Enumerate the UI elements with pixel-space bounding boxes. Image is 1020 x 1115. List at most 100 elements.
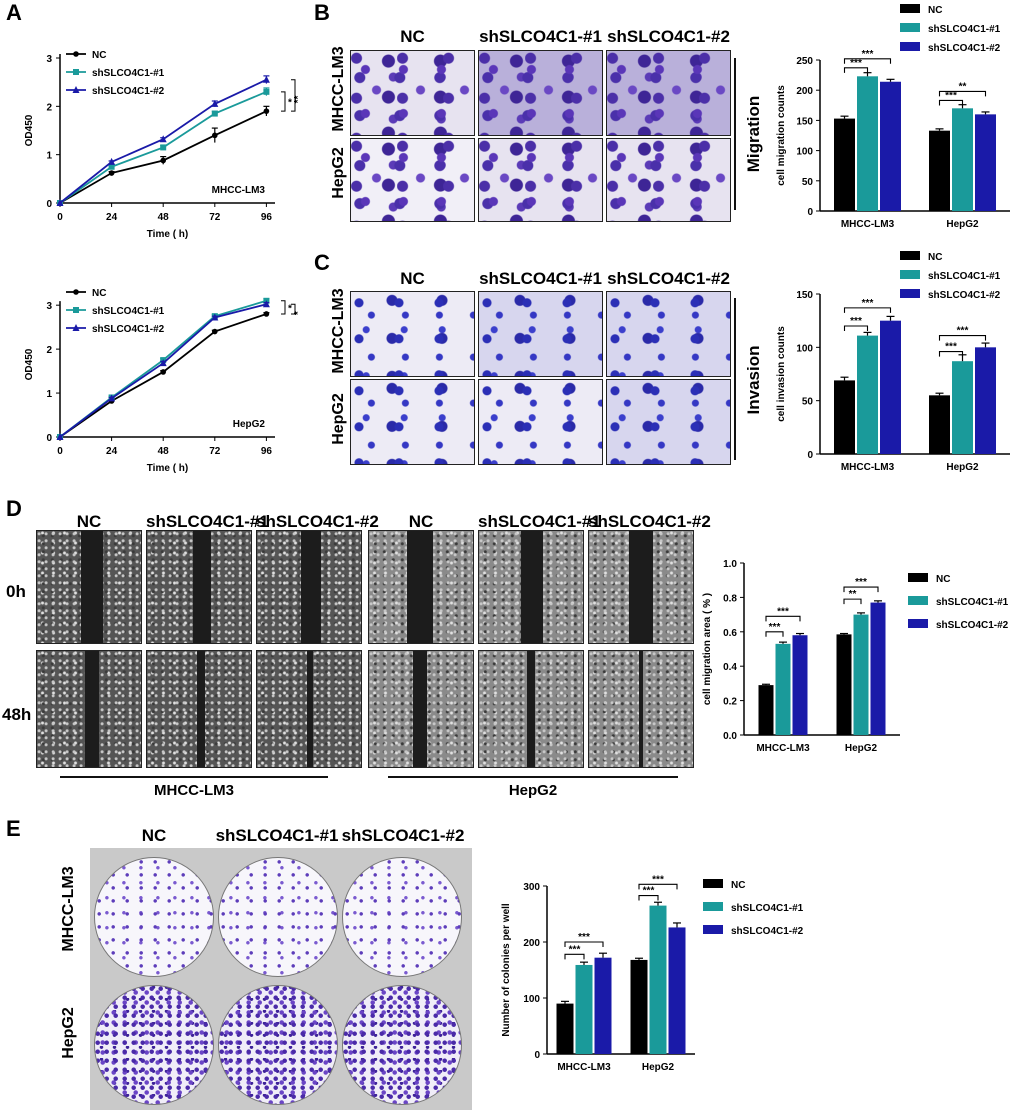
wound-lm3-nc-0h [36, 530, 142, 644]
y-axis-title: OD450 [24, 348, 35, 380]
legend-swatch [703, 902, 723, 911]
e-col-header-sh1: shSLCO4C1-#1 [215, 826, 339, 845]
migration-image-hepg2-nc [350, 138, 475, 222]
legend-label: shSLCO4C1-#2 [936, 620, 1009, 631]
y-axis-title: cell migration counts [776, 85, 787, 186]
x-tick-label: 48 [158, 446, 170, 457]
panel-label-d: D [6, 496, 22, 521]
data-point [160, 157, 166, 164]
sig-bracket [765, 631, 784, 637]
d-col-header-sh1-hepg2: shSLCO4C1-#1 [478, 512, 601, 531]
legend-label: shSLCO4C1-#1 [928, 24, 1001, 35]
sig-bracket [638, 894, 659, 901]
invasion-counts-chart: 0 50 100 150 cell invasion counts MHCC-LM3 Hep… [776, 251, 1010, 473]
x-tick-label: 0 [57, 446, 63, 457]
legend-label: shSLCO4C1-#1 [936, 597, 1009, 608]
legend-swatch [703, 879, 723, 888]
legend-swatch [900, 270, 920, 279]
y-tick-label: 0.8 [723, 593, 737, 604]
invasion-image-lm3-sh1 [478, 291, 603, 377]
data-point [56, 199, 64, 206]
sig-label: ** [293, 95, 304, 103]
data-point [263, 311, 270, 317]
sig-bracket [281, 300, 286, 315]
panel-label-a: A [6, 0, 22, 25]
sig-label: *** [862, 298, 874, 309]
sig-bracket [843, 58, 892, 64]
sig-label: *** [578, 932, 590, 943]
sig-bracket [938, 335, 987, 341]
migration-image-hepg2-sh1 [478, 138, 603, 222]
legend-label: shSLCO4C1-#2 [731, 926, 804, 937]
series-line-1 [59, 299, 267, 438]
invasion-side-label: Invasion [744, 345, 763, 415]
sig-label: ** [849, 589, 857, 600]
sig-label: * [288, 98, 292, 109]
row-label-hepg2-invasion: HepG2 [330, 393, 347, 445]
legend-marker [72, 86, 80, 93]
y-axis-title: OD450 [24, 114, 35, 146]
bar-0-2 [880, 320, 901, 454]
sig-label: *** [777, 606, 789, 617]
colony-dish-lm3-sh1 [218, 857, 338, 977]
data-point [160, 369, 166, 375]
bar-0-1 [857, 335, 878, 454]
wound-area-chart: 0.0 0.2 0.4 0.6 0.8 1.0 cell migration area ( … [702, 559, 1009, 754]
data-point [56, 433, 64, 440]
group-line-lm3 [60, 776, 328, 778]
legend-label: NC [936, 574, 950, 585]
sig-label: *** [862, 49, 874, 60]
sig-label: *** [957, 326, 969, 337]
sig-bracket [281, 91, 286, 112]
colony-dish-hepg2-sh2 [342, 985, 462, 1105]
legend-swatch [900, 42, 920, 51]
y-tick-label: 0.6 [723, 628, 737, 639]
legend-label: shSLCO4C1-#2 [92, 324, 165, 335]
x-axis-title: Time ( h) [147, 463, 188, 474]
legend-marker [72, 324, 80, 331]
colony-dish-lm3-sh2 [342, 857, 462, 977]
d-col-header-nc-lm3: NC [76, 512, 102, 531]
time-label-0h: 0h [6, 582, 26, 601]
wound-hepg2-nc-48h [368, 650, 474, 768]
bar-1-2 [975, 347, 996, 454]
group-line-hepg2 [388, 776, 678, 778]
migration-counts-chart: 0 50 100 150 200 250 cell migration counts MHCC… [776, 4, 1010, 230]
invasion-image-lm3-sh2 [606, 291, 731, 377]
x-tick-label: 48 [158, 212, 170, 223]
legend-label: shSLCO4C1-#1 [92, 68, 165, 79]
y-tick-label: 100 [523, 994, 540, 1005]
sig-label: *** [945, 342, 957, 353]
data-point [212, 328, 218, 335]
bar-1-2 [668, 927, 686, 1054]
wound-hepg2-sh2-48h [588, 650, 694, 768]
row-label-lm3: MHCC-LM3 [330, 46, 347, 132]
legend-label: NC [928, 252, 942, 263]
migration-image-lm3-nc [350, 50, 475, 136]
panel-label-b: B [314, 0, 330, 25]
y-tick-label: 0.4 [723, 662, 737, 673]
data-point [159, 359, 167, 367]
sig-label: *** [855, 577, 867, 588]
sig-label: *** [769, 622, 781, 633]
invasion-image-hepg2-sh1 [478, 379, 603, 465]
migration-side-bar [734, 58, 736, 210]
data-point [108, 157, 116, 165]
sig-bracket [843, 67, 869, 73]
e-row-label-lm3: MHCC-LM3 [60, 866, 77, 952]
data-point [212, 132, 218, 139]
sig-label: *** [643, 886, 655, 897]
sig-bracket [638, 883, 678, 890]
legend-swatch [900, 289, 920, 298]
colony-dish-lm3-nc [94, 857, 214, 977]
category-label: HepG2 [642, 1062, 675, 1073]
legend-label: shSLCO4C1-#2 [92, 86, 165, 97]
sig-label: ** [959, 81, 967, 92]
legend-label: shSLCO4C1-#1 [92, 306, 165, 317]
growth-curve-lm3-chart: 0 24 48 72 96 0 1 2 3 Time ( h) OD450 MHCC-LM3 NC shS… [24, 50, 304, 240]
colony-dish-hepg2-nc [94, 985, 214, 1105]
data-point [159, 135, 167, 143]
y-tick-label: 0 [807, 207, 813, 218]
y-tick-label: 150 [796, 290, 813, 301]
d-col-header-sh1-lm3: shSLCO4C1-#1 [146, 512, 269, 531]
